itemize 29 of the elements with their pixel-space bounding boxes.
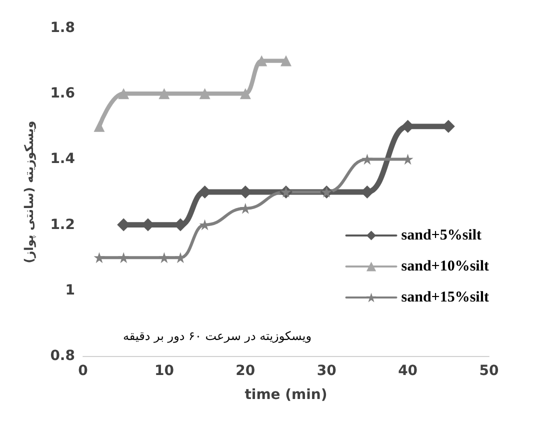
point: [94, 252, 105, 264]
point: [280, 55, 292, 66]
point: [118, 88, 130, 100]
point: [199, 88, 210, 100]
legend-label: sand+15%silt: [401, 290, 490, 306]
point: [158, 252, 170, 264]
y-tick-label: 1.4: [50, 151, 76, 168]
y-tick-label: 0.8: [50, 348, 75, 364]
legend-label: sand+10%silt: [401, 258, 490, 274]
point: [118, 252, 130, 264]
y-tick-label: 1.8: [50, 20, 75, 36]
point: [402, 154, 414, 165]
point: [158, 88, 170, 100]
x-tick-label: 30: [316, 363, 337, 379]
y-tick-label: 1.2: [50, 216, 75, 233]
x-axis-title: time (min): [244, 387, 328, 403]
point: [94, 120, 105, 132]
point: [362, 154, 373, 165]
y-tick-label: 1.6: [50, 86, 75, 102]
y-tick-label: 1: [65, 282, 75, 298]
x-tick-label: 10: [154, 363, 174, 379]
legend-label: sand+5%silt: [401, 228, 482, 244]
x-tick-label: 0: [78, 363, 88, 379]
x-tick-label: 50: [479, 363, 499, 379]
x-tick-label: 40: [398, 363, 418, 379]
x-tick-label: 20: [236, 363, 256, 379]
y-axis-title: ویسکوزیته (سانتی پواز): [22, 120, 36, 264]
annotation: ویسکوزیته در سرعت ۶۰ دور بر دقیقه: [123, 329, 312, 343]
point: [240, 88, 251, 100]
